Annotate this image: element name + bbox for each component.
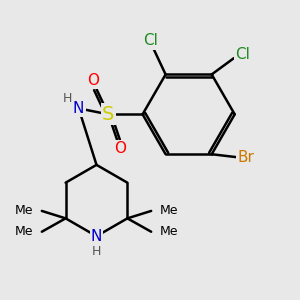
- Text: O: O: [88, 73, 100, 88]
- Text: Me: Me: [160, 225, 178, 238]
- Text: H: H: [92, 244, 101, 258]
- Text: N: N: [73, 101, 84, 116]
- Text: Me: Me: [160, 204, 178, 218]
- Text: O: O: [114, 141, 126, 156]
- Text: Me: Me: [15, 225, 34, 238]
- Text: S: S: [102, 105, 115, 124]
- Text: H: H: [63, 92, 72, 105]
- Text: Br: Br: [237, 150, 254, 165]
- Text: Cl: Cl: [235, 47, 250, 62]
- Text: Cl: Cl: [143, 33, 158, 48]
- Text: N: N: [91, 229, 102, 244]
- Text: Me: Me: [15, 204, 34, 218]
